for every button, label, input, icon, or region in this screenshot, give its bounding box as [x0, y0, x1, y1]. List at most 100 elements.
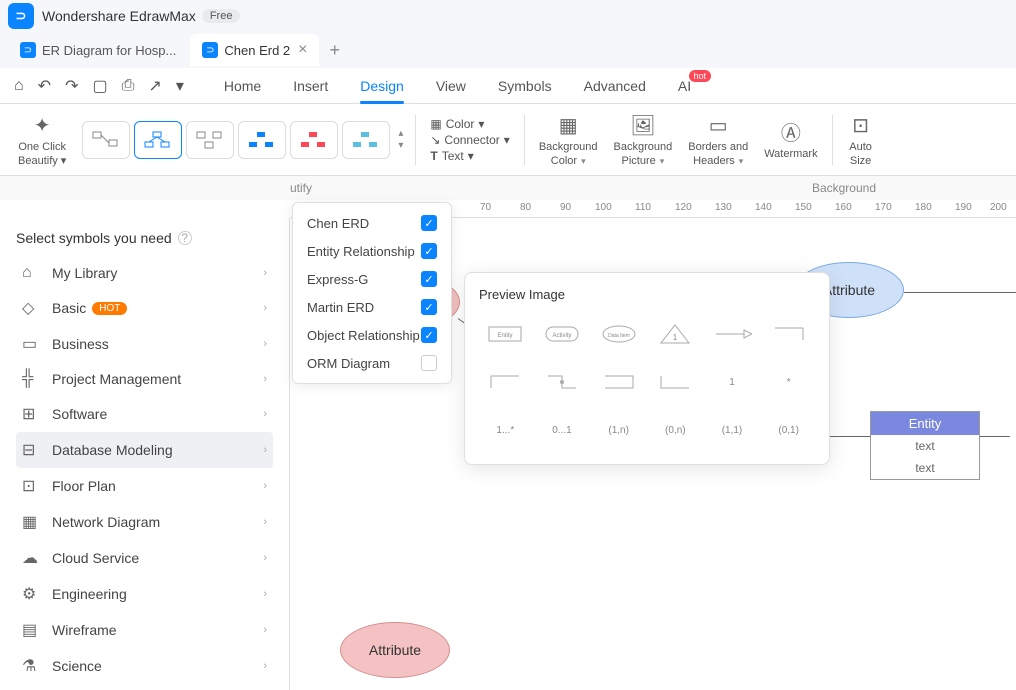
menu-ai[interactable]: AIhot	[662, 68, 707, 104]
design-ribbon: ✦ One ClickBeautify ▾ ▴ ▾ ▦ Color ▾ ↘ Co…	[0, 104, 1016, 176]
cat-label: Software	[52, 406, 107, 422]
preview-shape-10[interactable]: 1	[706, 362, 759, 402]
home-icon[interactable]: ⌂	[14, 77, 24, 95]
checkbox[interactable]: ✓	[421, 243, 437, 259]
preview-shape-16[interactable]: (1,1)	[706, 410, 759, 450]
tab-chen-erd[interactable]: ⊃ Chen Erd 2 ×	[190, 34, 319, 66]
export-icon[interactable]: ↗	[148, 76, 161, 96]
preview-shape-6[interactable]	[479, 362, 532, 402]
borders-btn[interactable]: ▭ Borders andHeaders▾	[680, 111, 756, 167]
style-4[interactable]	[238, 121, 286, 159]
category-network-diagram[interactable]: ▦Network Diagram›	[16, 504, 273, 540]
preview-shape-1[interactable]: Activity	[536, 314, 589, 354]
style-1[interactable]	[82, 121, 130, 159]
category-cloud-service[interactable]: ☁Cloud Service›	[16, 540, 273, 576]
tab-er-diagram[interactable]: ⊃ ER Diagram for Hosp...	[8, 34, 188, 66]
autosize-btn[interactable]: ⊡ AutoSize	[839, 111, 883, 167]
quick-toolbar: ⌂ ↶ ↷ ▢ ⎙ ↗ ▾ Home Insert Design View Sy…	[0, 68, 1016, 104]
menu-view[interactable]: View	[420, 68, 482, 104]
category-database-modeling[interactable]: ⊟Database Modeling›	[16, 432, 273, 468]
preview-shape-8[interactable]	[592, 362, 645, 402]
category-software[interactable]: ⊞Software›	[16, 396, 273, 432]
preview-shape-4[interactable]	[706, 314, 759, 354]
attribute-shape-3[interactable]: Attribute	[340, 622, 450, 678]
save-icon[interactable]: ▢	[92, 76, 107, 96]
submenu-chen-erd[interactable]: Chen ERD ✓	[293, 209, 451, 237]
preview-shape-7[interactable]	[536, 362, 589, 402]
submenu-label: Entity Relationship	[307, 244, 415, 259]
bg-color-btn[interactable]: ▦ BackgroundColor▾	[531, 111, 606, 167]
checkbox[interactable]: ✓	[421, 327, 437, 343]
cat-icon: ⌂	[22, 264, 42, 282]
style-next[interactable]: ▾	[398, 140, 403, 151]
preview-shape-5[interactable]	[762, 314, 815, 354]
category-my-library[interactable]: ⌂My Library›	[16, 256, 273, 290]
category-project-management[interactable]: ╬Project Management›	[16, 362, 273, 396]
hot-badge: HOT	[92, 302, 127, 315]
text-btn[interactable]: T Text ▾	[430, 149, 509, 163]
category-engineering[interactable]: ⚙Engineering›	[16, 576, 273, 612]
submenu-label: ORM Diagram	[307, 356, 390, 371]
chevron-right-icon: ›	[263, 302, 267, 314]
style-5[interactable]	[290, 121, 338, 159]
checkbox[interactable]	[421, 355, 437, 371]
entity-header: Entity	[871, 412, 979, 435]
style-3[interactable]	[186, 121, 234, 159]
style-2[interactable]	[134, 121, 182, 159]
preview-shape-3[interactable]: 1	[649, 314, 702, 354]
submenu-express-g[interactable]: Express-G✓	[293, 265, 451, 293]
cat-icon: ⊞	[22, 404, 42, 424]
watermark-btn[interactable]: Ⓐ Watermark	[756, 118, 825, 161]
preview-title: Preview Image	[479, 287, 815, 302]
preview-shape-17[interactable]: (0,1)	[762, 410, 815, 450]
category-business[interactable]: ▭Business›	[16, 326, 273, 362]
style-prev[interactable]: ▴	[398, 128, 403, 139]
preview-shape-15[interactable]: (0,n)	[649, 410, 702, 450]
submenu-entity-relationship[interactable]: Entity Relationship ✓	[293, 237, 451, 265]
preview-shape-13[interactable]: 0...1	[536, 410, 589, 450]
new-tab-button[interactable]: +	[329, 40, 340, 61]
database-modeling-submenu: Chen ERD✓Entity Relationship✓Express-G✓M…	[292, 202, 452, 384]
sec-right: Background	[812, 181, 876, 195]
cat-label: Floor Plan	[52, 478, 116, 494]
color-btn[interactable]: ▦ Color ▾	[430, 117, 509, 131]
submenu-object-relationship[interactable]: Object Relationship✓	[293, 321, 451, 349]
preview-shape-9[interactable]	[649, 362, 702, 402]
menu-design[interactable]: Design	[344, 68, 420, 104]
checkbox[interactable]: ✓	[421, 299, 437, 315]
category-basic[interactable]: ◇BasicHOT›	[16, 290, 273, 326]
style-6[interactable]	[342, 121, 390, 159]
menu-tabs: Home Insert Design View Symbols Advanced…	[208, 68, 707, 104]
close-icon[interactable]: ×	[298, 41, 307, 59]
preview-shape-0[interactable]: Entity	[479, 314, 532, 354]
free-badge: Free	[202, 9, 241, 23]
preview-shape-12[interactable]: 1...*	[479, 410, 532, 450]
menu-symbols[interactable]: Symbols	[482, 68, 568, 104]
category-science[interactable]: ⚗Science›	[16, 648, 273, 684]
checkbox[interactable]: ✓	[421, 215, 437, 231]
entity-shape[interactable]: Entity text text	[870, 411, 980, 480]
submenu-label: Martin ERD	[307, 300, 374, 315]
menu-home[interactable]: Home	[208, 68, 277, 104]
redo-icon[interactable]: ↷	[65, 76, 78, 96]
submenu-label: Chen ERD	[307, 216, 369, 231]
print-icon[interactable]: ⎙	[122, 77, 135, 95]
oneclick-beautify[interactable]: ✦ One ClickBeautify ▾	[10, 111, 74, 167]
menu-advanced[interactable]: Advanced	[568, 68, 662, 104]
menu-insert[interactable]: Insert	[277, 68, 344, 104]
checkbox[interactable]: ✓	[421, 271, 437, 287]
submenu-martin-erd[interactable]: Martin ERD ✓	[293, 293, 451, 321]
category-floor-plan[interactable]: ⊡Floor Plan›	[16, 468, 273, 504]
app-logo-icon: ⊃	[8, 3, 34, 29]
help-icon[interactable]: ?	[178, 231, 192, 245]
undo-icon[interactable]: ↶	[38, 76, 51, 96]
connector-btn[interactable]: ↘ Connector ▾	[430, 133, 509, 147]
preview-shape-11[interactable]: *	[762, 362, 815, 402]
more-icon[interactable]: ▾	[176, 76, 184, 96]
category-wireframe[interactable]: ▤Wireframe›	[16, 612, 273, 648]
submenu-orm-diagram[interactable]: ORM Diagram	[293, 349, 451, 377]
bg-pic-btn[interactable]: 🖼 BackgroundPicture▾	[606, 111, 681, 167]
preview-shape-14[interactable]: (1,n)	[592, 410, 645, 450]
preview-shape-2[interactable]: Data Item	[592, 314, 645, 354]
cat-label: Cloud Service	[52, 550, 139, 566]
